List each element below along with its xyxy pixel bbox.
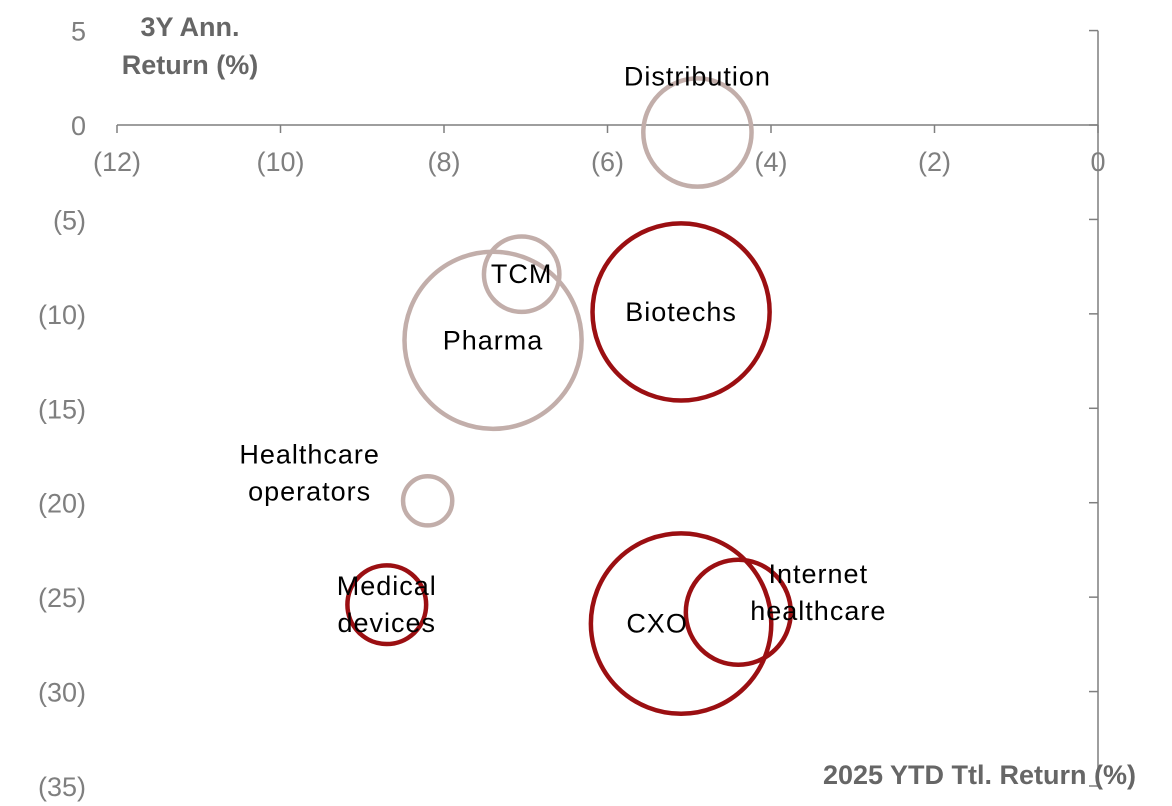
bubble-biotechs bbox=[590, 221, 772, 403]
bubble-label-tcm: TCM bbox=[491, 259, 552, 289]
y-tick-label: (15) bbox=[38, 394, 86, 424]
y-tick-label: (30) bbox=[38, 678, 86, 708]
y-tick-label: 0 bbox=[71, 111, 86, 141]
bubble-label-medical-devices: Medical devices bbox=[337, 571, 437, 638]
bubble-tcm bbox=[481, 234, 562, 315]
y-tick-label: (10) bbox=[38, 300, 86, 330]
bubble-label-cxo: CXO bbox=[626, 609, 688, 639]
bubble-label-distribution: Distribution bbox=[624, 62, 771, 92]
bubble-pharma bbox=[402, 249, 584, 432]
bubble-labels: Distribution TCM Pharma Biotechs Healthcare o… bbox=[239, 62, 886, 639]
y-tick-label: (25) bbox=[38, 583, 86, 613]
axes: (12) (10) (8) (6) (4) (2) 0 5 0 (5) (10) (15) (20) (2… bbox=[38, 17, 1106, 802]
x-tick-label: (12) bbox=[93, 147, 141, 177]
bubble-healthcare-operators bbox=[400, 473, 455, 528]
y-tick-label: (20) bbox=[38, 489, 86, 519]
x-tick-label: (2) bbox=[918, 147, 951, 177]
x-tick-label: (4) bbox=[755, 147, 788, 177]
x-tick-label: 0 bbox=[1090, 147, 1105, 177]
y-tick-label: 5 bbox=[71, 17, 86, 47]
bubble-cxo bbox=[588, 531, 774, 717]
y-tick-label: (35) bbox=[38, 772, 86, 802]
bubble-distribution bbox=[641, 76, 754, 189]
x-tick-label: (6) bbox=[591, 147, 624, 177]
x-tick-label: (10) bbox=[256, 147, 304, 177]
y-axis-title: 3Y Ann. Return (%) bbox=[122, 12, 259, 80]
x-axis-title: 2025 YTD Ttl. Return (%) bbox=[823, 760, 1136, 790]
bubbles bbox=[345, 76, 794, 717]
y-tick-label: (5) bbox=[53, 205, 86, 235]
bubble-label-internet-healthcare: Internet healthcare bbox=[750, 559, 886, 626]
x-tick-label: (8) bbox=[428, 147, 461, 177]
bubble-medical-devices bbox=[345, 563, 429, 647]
y-axis-title-line: Return (%) bbox=[122, 50, 259, 80]
bubble-label-pharma: Pharma bbox=[443, 325, 544, 355]
bubble-internet-healthcare bbox=[683, 557, 794, 667]
bubble-label-healthcare-operators: Healthcare operators bbox=[239, 439, 380, 506]
y-axis-title-line: 3Y Ann. bbox=[140, 12, 239, 42]
bubble-label-biotechs: Biotechs bbox=[625, 297, 737, 327]
